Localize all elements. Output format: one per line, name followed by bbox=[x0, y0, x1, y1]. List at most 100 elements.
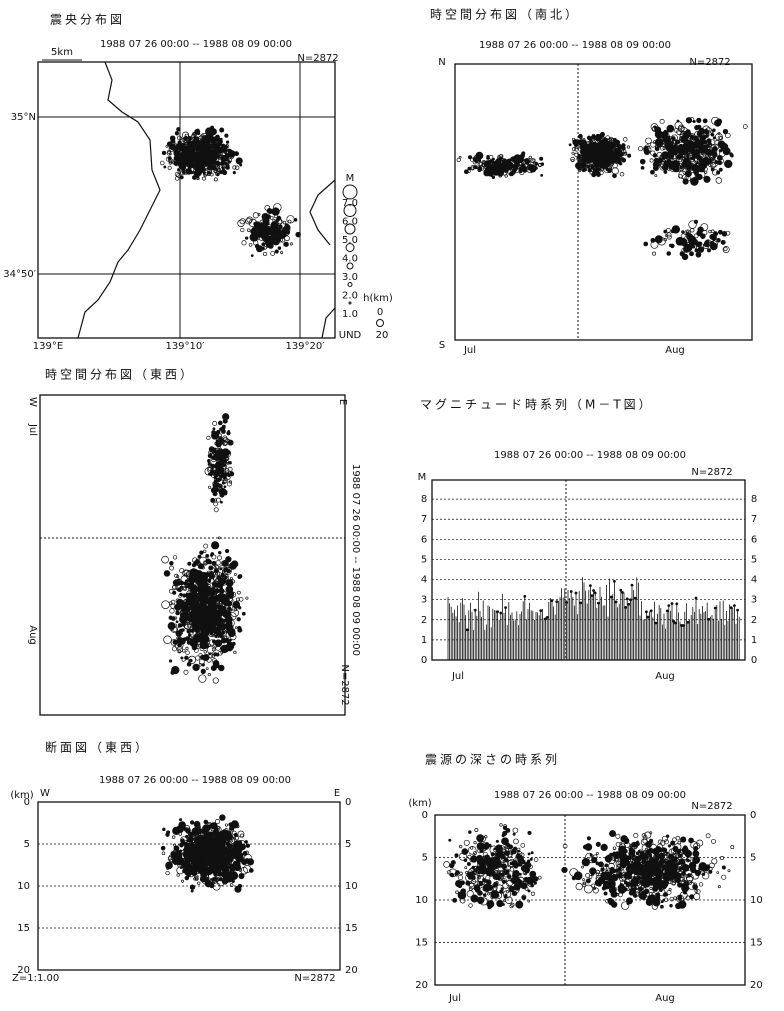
event-dot bbox=[624, 606, 627, 609]
event-dot bbox=[510, 850, 515, 855]
event-dot bbox=[222, 413, 230, 421]
event-dot bbox=[612, 157, 617, 162]
event-dot bbox=[500, 887, 504, 891]
y-tick-label: 5 bbox=[345, 839, 351, 850]
event-dot bbox=[706, 248, 711, 253]
scale-label: 5km bbox=[51, 47, 73, 58]
event-dot bbox=[666, 251, 672, 256]
event-dot bbox=[561, 866, 568, 874]
event-dot bbox=[492, 874, 499, 880]
event-dot bbox=[167, 165, 172, 170]
event-dot bbox=[188, 658, 193, 663]
event-dot bbox=[685, 232, 690, 236]
event-dot bbox=[690, 244, 695, 249]
event-dot bbox=[237, 219, 245, 227]
event-dot bbox=[729, 152, 733, 156]
event-dot bbox=[528, 164, 532, 168]
event-dot bbox=[180, 656, 184, 660]
event-dot bbox=[195, 152, 201, 158]
period: 1988 07 26 00:00 -- 1988 08 09 00:00 bbox=[479, 40, 671, 51]
event-dot bbox=[569, 590, 573, 593]
event-dot bbox=[448, 838, 452, 842]
event-dot bbox=[183, 852, 192, 860]
legend-label: 3.0 bbox=[342, 272, 358, 283]
event-dot bbox=[162, 827, 166, 832]
event-dot bbox=[678, 143, 684, 149]
event-dot bbox=[169, 560, 174, 566]
event-dot bbox=[205, 553, 210, 558]
event-dot bbox=[640, 165, 645, 170]
event-dot bbox=[602, 137, 608, 143]
event-dot bbox=[195, 835, 203, 843]
plot-frame bbox=[37, 61, 336, 339]
panel-title: 震源の深さの時系列 bbox=[425, 753, 560, 767]
event-dot bbox=[457, 890, 467, 900]
event-dot bbox=[225, 868, 230, 873]
event-dot bbox=[196, 168, 201, 172]
event-dot bbox=[702, 118, 708, 124]
event-dot bbox=[200, 855, 204, 859]
event-dot bbox=[669, 163, 677, 171]
event-dot bbox=[506, 874, 512, 880]
event-dot bbox=[643, 146, 649, 152]
event-dot bbox=[486, 885, 491, 889]
event-dot bbox=[208, 573, 215, 580]
axis-label: M bbox=[418, 472, 427, 483]
event-dot bbox=[461, 848, 469, 855]
event-dot bbox=[590, 594, 594, 598]
event-dot bbox=[675, 139, 681, 145]
event-dot bbox=[225, 548, 230, 554]
event-dot bbox=[707, 617, 711, 621]
event-dot bbox=[700, 233, 706, 239]
event-dot bbox=[263, 246, 267, 250]
event-dot bbox=[227, 874, 233, 880]
event-dot bbox=[179, 175, 184, 180]
event-dot bbox=[538, 163, 542, 167]
event-dot bbox=[225, 163, 229, 167]
event-dot bbox=[283, 241, 289, 247]
event-dot bbox=[555, 600, 559, 604]
month-label: Jul bbox=[463, 345, 476, 356]
event-dot bbox=[212, 486, 217, 491]
event-dot bbox=[189, 884, 196, 890]
axis-label: (km) bbox=[10, 790, 33, 801]
event-dot bbox=[710, 133, 715, 137]
y-tick-label: 15 bbox=[345, 923, 358, 934]
event-dot bbox=[191, 156, 196, 161]
event-dot bbox=[718, 167, 723, 172]
event-dot bbox=[273, 223, 279, 229]
event-dot bbox=[241, 240, 247, 246]
event-dot bbox=[627, 602, 631, 606]
event-dot bbox=[673, 621, 677, 625]
event-dot bbox=[269, 237, 277, 245]
event-dot bbox=[181, 137, 186, 142]
event-dot bbox=[581, 167, 586, 173]
event-dot bbox=[190, 889, 194, 893]
y-tick-label: 4 bbox=[421, 575, 427, 586]
event-dot bbox=[160, 845, 166, 851]
y-tick-label: 4 bbox=[751, 575, 757, 586]
event-dot bbox=[539, 609, 543, 613]
event-dot bbox=[211, 165, 217, 171]
event-dot bbox=[550, 599, 554, 603]
event-dot bbox=[182, 169, 188, 175]
event-dot bbox=[502, 825, 508, 831]
event-dot bbox=[163, 165, 167, 169]
event-dot bbox=[191, 562, 197, 568]
event-dot bbox=[722, 147, 731, 156]
event-dot bbox=[680, 148, 688, 156]
y-tick-label: 10 bbox=[17, 881, 30, 892]
lon-label: 139°E bbox=[33, 341, 63, 352]
legend-label: 0 bbox=[377, 307, 383, 318]
event-dot bbox=[287, 219, 292, 224]
event-dot bbox=[207, 472, 211, 476]
event-dot bbox=[621, 590, 624, 594]
event-dot bbox=[528, 155, 533, 160]
period: 1988 07 26 00:00 -- 1988 08 09 00:00 bbox=[99, 775, 291, 786]
event-dot bbox=[190, 629, 194, 633]
event-dot bbox=[176, 581, 181, 586]
event-dot bbox=[203, 158, 208, 163]
event-dot bbox=[517, 856, 525, 864]
month-label: Jul bbox=[448, 993, 461, 1004]
event-dot bbox=[189, 147, 193, 152]
